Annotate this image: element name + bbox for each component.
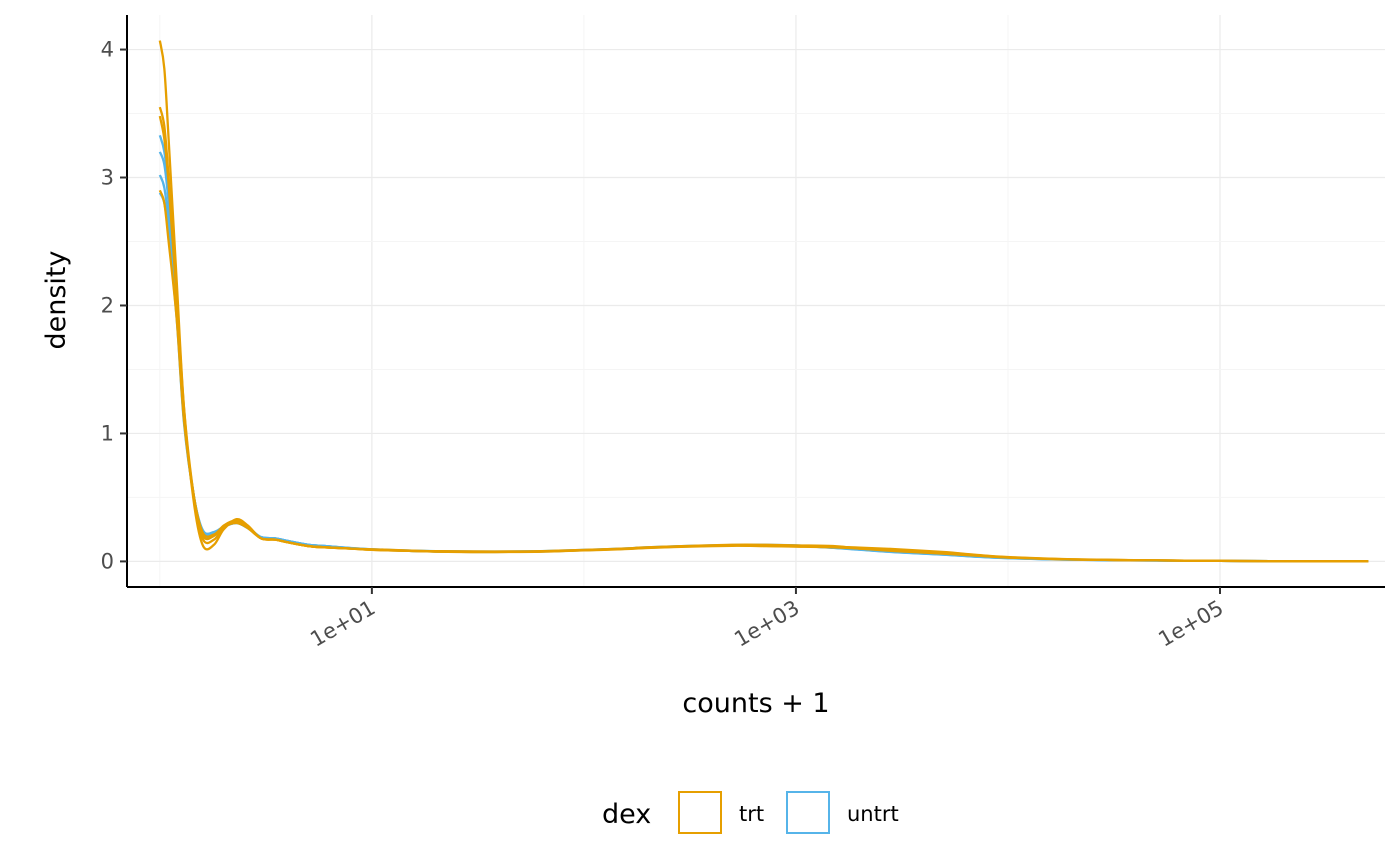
series-layer (158, 40, 1369, 563)
legend-key-trt (678, 791, 722, 834)
y-tick-label: 0 (101, 549, 114, 573)
y-tick-label: 3 (101, 166, 114, 190)
y-tick-label: 1 (101, 421, 114, 445)
y-tick-label: 2 (101, 293, 114, 317)
y-axis-ticks: 0 1 2 3 4 (101, 38, 127, 573)
legend-label-trt: trt (739, 802, 764, 826)
legend-key-untrt (786, 791, 830, 834)
density-line-trt-4 (158, 189, 1369, 563)
grid-lines (127, 15, 1385, 587)
y-tick-label: 4 (101, 38, 114, 62)
legend: dex trt untrt (602, 791, 899, 834)
x-axis-title: counts + 1 (682, 688, 829, 719)
y-axis-title: density (41, 250, 72, 349)
legend-title: dex (602, 799, 651, 830)
legend-label-untrt: untrt (847, 802, 899, 826)
